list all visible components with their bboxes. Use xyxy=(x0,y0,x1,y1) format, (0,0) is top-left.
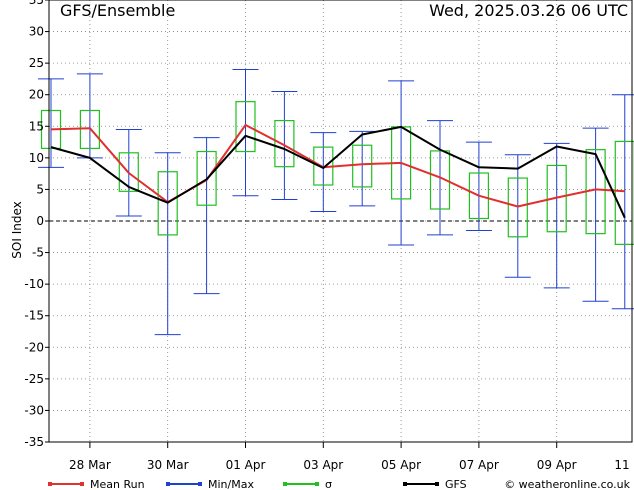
legend-marker xyxy=(315,482,319,486)
x-tick-label: 05 Apr xyxy=(381,458,421,472)
sigma-box xyxy=(546,164,567,233)
y-tick-label: 5 xyxy=(36,182,44,196)
sigma-box xyxy=(507,177,528,238)
sigma-box xyxy=(274,120,295,168)
sigma-box xyxy=(352,144,373,188)
y-tick-label: 15 xyxy=(29,119,44,133)
legend-marker xyxy=(198,482,202,486)
legend-item-minmax: Min/Max xyxy=(166,478,254,490)
model-title: GFS/Ensemble xyxy=(60,1,175,20)
legend-label: Min/Max xyxy=(208,478,254,490)
y-tick-label: 30 xyxy=(29,25,44,39)
sigma-box xyxy=(196,150,217,206)
legend-marker xyxy=(80,482,84,486)
minmax-whisker xyxy=(504,154,531,278)
legend-item-sigma: σ xyxy=(283,478,332,490)
sigma-box xyxy=(429,150,451,210)
legend-marker xyxy=(403,482,407,486)
y-axis-label: SOI Index xyxy=(10,201,24,258)
minmax-whisker xyxy=(582,127,609,302)
sigma-box xyxy=(118,152,139,192)
y-tick-label: -10 xyxy=(24,277,44,291)
sigma-box xyxy=(468,172,489,220)
y-tick-label: -30 xyxy=(24,403,44,417)
y-tick-label: 25 xyxy=(29,56,44,70)
y-tick-label: 10 xyxy=(29,151,44,165)
minmax-whisker xyxy=(349,130,376,207)
mean-series-line xyxy=(50,124,625,208)
sigma-box xyxy=(157,171,178,236)
y-tick-label: -35 xyxy=(24,435,44,449)
legend: Mean Run Min/Max σ GFS xyxy=(48,478,467,490)
legend-marker xyxy=(435,482,439,486)
sigma-box xyxy=(235,101,256,153)
legend-label: Mean Run xyxy=(90,478,145,490)
legend-marker xyxy=(48,482,52,486)
x-tick-label: 28 Mar xyxy=(69,458,111,472)
legend-item-mean: Mean Run xyxy=(48,478,145,490)
y-tick-label: -25 xyxy=(24,372,44,386)
minmax-whisker xyxy=(38,78,64,168)
x-tick-label: 01 Apr xyxy=(226,458,266,472)
minmax-whisker xyxy=(310,132,337,213)
x-tick-label: 30 Mar xyxy=(147,458,189,472)
plot-area xyxy=(38,0,634,443)
sigma-box xyxy=(614,140,634,245)
legend-label: σ xyxy=(325,478,332,490)
x-tick-label: 11 xyxy=(614,458,629,472)
y-tick-label: -15 xyxy=(24,309,44,323)
x-tick-label: 03 Apr xyxy=(303,458,343,472)
y-tick-label: 20 xyxy=(29,88,44,102)
legend-marker xyxy=(166,482,170,486)
x-axis: 28 Mar 30 Mar 01 Apr 03 Apr 05 Apr 07 Apr 09 A… xyxy=(69,442,630,472)
minmax-whisker xyxy=(465,141,492,231)
x-tick-label: 07 Apr xyxy=(459,458,499,472)
minmax-whisker xyxy=(193,137,220,295)
y-tick-label: 0 xyxy=(36,214,44,228)
minmax-whisker xyxy=(232,68,259,197)
credit-text: © weatheronline.co.uk xyxy=(504,478,630,490)
run-timestamp: Wed, 2025.03.26 06 UTC xyxy=(429,1,628,20)
legend-marker xyxy=(283,482,287,486)
y-tick-label: -5 xyxy=(32,246,44,260)
minmax-whisker xyxy=(154,152,181,336)
gfs-series-line xyxy=(50,125,626,219)
y-tick-label: -20 xyxy=(24,340,44,354)
minmax-whisker xyxy=(611,94,634,310)
x-tick-label: 09 Apr xyxy=(537,458,577,472)
y-axis: SOI Index -35 -30 -25 -20 -15 -10 -5 0 5 10 15 20 25… xyxy=(10,0,49,449)
chart-header: GFS/Ensemble Wed, 2025.03.26 06 UTC xyxy=(60,1,628,20)
minmax-whisker xyxy=(543,142,570,289)
legend-item-gfs: GFS xyxy=(403,478,467,490)
legend-label: GFS xyxy=(445,478,467,490)
y-tick-label: 35 xyxy=(29,0,44,7)
